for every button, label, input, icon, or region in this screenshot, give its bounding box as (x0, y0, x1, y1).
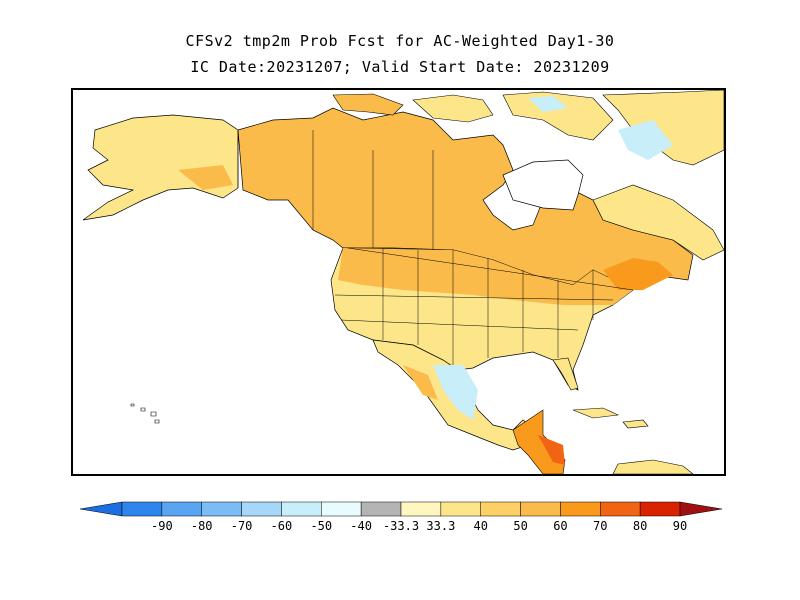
arctic-islands (332, 93, 404, 116)
colorbar-swatch (241, 501, 282, 517)
colorbar-tick-label: -40 (350, 519, 372, 533)
colorbar-swatch (520, 501, 561, 517)
political-borders (237, 130, 634, 365)
map-title-line-2: IC Date:20231207; Valid Start Date: 2023… (190, 58, 610, 76)
colorbar-swatch (440, 501, 481, 517)
colorbar-swatch (201, 501, 242, 517)
colorbar-swatch (121, 501, 163, 517)
greenland (602, 90, 724, 166)
colorbar-tick-label: 40 (473, 519, 487, 533)
hudson-bay (502, 159, 584, 211)
colorbar-tick-label: -50 (310, 519, 332, 533)
colorbar-swatch (161, 501, 202, 517)
colorbar-swatch (639, 501, 681, 517)
colorbar-tick-label: 60 (553, 519, 567, 533)
colorbar-tick-label: -90 (151, 519, 173, 533)
colorbar: -90 -80 -70 -60 -50 -40 -33.3 33.3 40 50 60 70 80 90 (80, 501, 722, 533)
colorbar-right-arrow (679, 501, 722, 517)
north-america-map (73, 90, 724, 474)
map-title-line-1: CFSv2 tmp2m Prob Fcst for AC-Weighted Da… (185, 32, 615, 50)
colorbar-tick-label: -33.3 (383, 519, 419, 533)
colorbar-tick-label: 33.3 (426, 519, 455, 533)
colorbar-tick-label: -60 (271, 519, 293, 533)
alaska-region (82, 114, 239, 221)
colorbar-tick-label: -70 (231, 519, 253, 533)
probability-map (71, 88, 726, 476)
colorbar-swatch (360, 501, 402, 517)
colorbar-tick-label: 70 (593, 519, 607, 533)
colorbar-tick-label: 50 (513, 519, 527, 533)
colorbar-left-arrow (80, 501, 123, 517)
color-legend: -90 -80 -70 -60 -50 -40 -33.3 33.3 40 50 60 70 80 90 (80, 500, 722, 540)
colorbar-tick-label: 80 (633, 519, 647, 533)
colorbar-tick-label: -80 (191, 519, 213, 533)
colorbar-swatch (480, 501, 521, 517)
colorbar-swatch (281, 501, 322, 517)
colorbar-swatch (600, 501, 641, 517)
hawaii-islands (130, 403, 160, 424)
colorbar-swatch (560, 501, 601, 517)
colorbar-swatch (321, 501, 362, 517)
caribbean-islands (572, 407, 620, 419)
colorbar-swatch (400, 501, 442, 517)
colorbar-tick-label: 90 (673, 519, 687, 533)
